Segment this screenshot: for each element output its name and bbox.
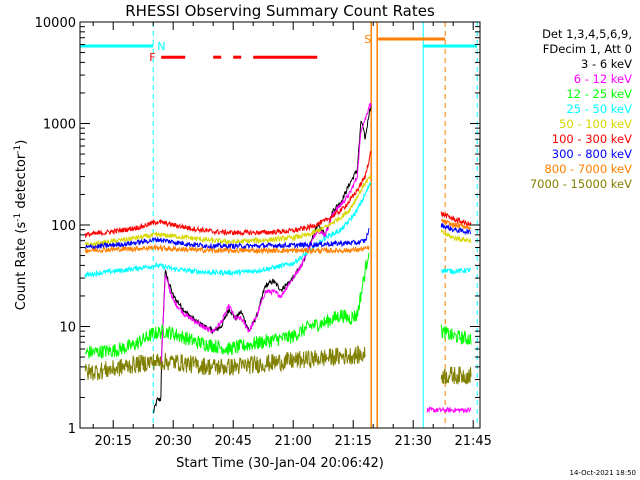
y-axis-label-part: ) bbox=[14, 140, 29, 145]
series-line bbox=[84, 228, 370, 250]
x-tick-label: 20:15 bbox=[94, 434, 131, 449]
x-tick-label: 20:45 bbox=[214, 434, 251, 449]
series-line bbox=[85, 252, 370, 359]
y-tick-label: 1000 bbox=[43, 118, 76, 133]
legend-entry: 12 - 25 keV bbox=[566, 87, 632, 101]
legend-entry: 6 - 12 keV bbox=[574, 72, 632, 86]
series-2 bbox=[85, 252, 472, 359]
legend-header: FDecim 1, Att 0 bbox=[543, 42, 632, 56]
y-axis-label-superscript: -1 bbox=[13, 145, 23, 154]
legend-entry: 50 - 100 keV bbox=[559, 117, 632, 131]
legend-entry: 25 - 50 keV bbox=[566, 102, 632, 116]
x-axis-label: Start Time (30-Jan-04 20:06:42) bbox=[176, 456, 384, 471]
series-6 bbox=[84, 223, 472, 250]
x-tick-label: 21:45 bbox=[454, 434, 491, 449]
series-line bbox=[84, 174, 372, 248]
legend-entry: 800 - 7000 keV bbox=[544, 162, 632, 176]
y-tick-label: 10 bbox=[59, 321, 76, 336]
plot-area bbox=[80, 22, 478, 428]
y-tick-label: 1 bbox=[68, 422, 76, 437]
y-axis-label-superscript: -1 bbox=[13, 213, 23, 222]
chart-title: RHESSI Observing Summary Count Rates bbox=[125, 2, 435, 20]
legend-entry: 100 - 300 keV bbox=[552, 132, 632, 146]
x-tick-label: 21:15 bbox=[334, 434, 371, 449]
legend-entry: 3 - 6 keV bbox=[581, 57, 632, 71]
series-3 bbox=[84, 181, 471, 278]
series-8 bbox=[84, 345, 472, 385]
series-line bbox=[84, 150, 372, 239]
y-tick-label: 100 bbox=[51, 219, 76, 234]
x-tick-label: 21:00 bbox=[274, 434, 311, 449]
series-line bbox=[440, 324, 472, 345]
series-line bbox=[84, 181, 372, 278]
night-label: N bbox=[157, 40, 165, 53]
y-axis-label-part: detector bbox=[14, 153, 29, 213]
series-line bbox=[440, 266, 471, 275]
series-line bbox=[84, 345, 366, 381]
series-line bbox=[440, 211, 472, 228]
series-4 bbox=[84, 174, 472, 248]
y-tick-label: 10000 bbox=[35, 16, 76, 31]
series-line bbox=[440, 366, 472, 385]
series-line bbox=[440, 228, 472, 244]
x-tick-label: 21:30 bbox=[394, 434, 431, 449]
x-tick-label: 20:30 bbox=[154, 434, 191, 449]
legend-header: Det 1,3,4,5,6,9, bbox=[542, 27, 632, 41]
series-7 bbox=[84, 218, 472, 256]
series-5 bbox=[84, 150, 472, 239]
series-line bbox=[440, 218, 472, 231]
series-line bbox=[440, 223, 472, 236]
y-axis-label-part: Count Rate (s bbox=[14, 222, 29, 311]
series-line bbox=[84, 243, 370, 256]
y-axis-label: Count Rate (s-1 detector-1) bbox=[13, 140, 29, 311]
series-line bbox=[160, 102, 372, 368]
saa-label: S bbox=[364, 33, 371, 46]
legend-entry: 300 - 800 keV bbox=[552, 147, 632, 161]
flare-label: F bbox=[149, 51, 155, 64]
timestamp: 14-Oct-2021 18:50 bbox=[570, 469, 636, 477]
legend-entry: 7000 - 15000 keV bbox=[530, 177, 632, 191]
series-line bbox=[426, 405, 472, 414]
